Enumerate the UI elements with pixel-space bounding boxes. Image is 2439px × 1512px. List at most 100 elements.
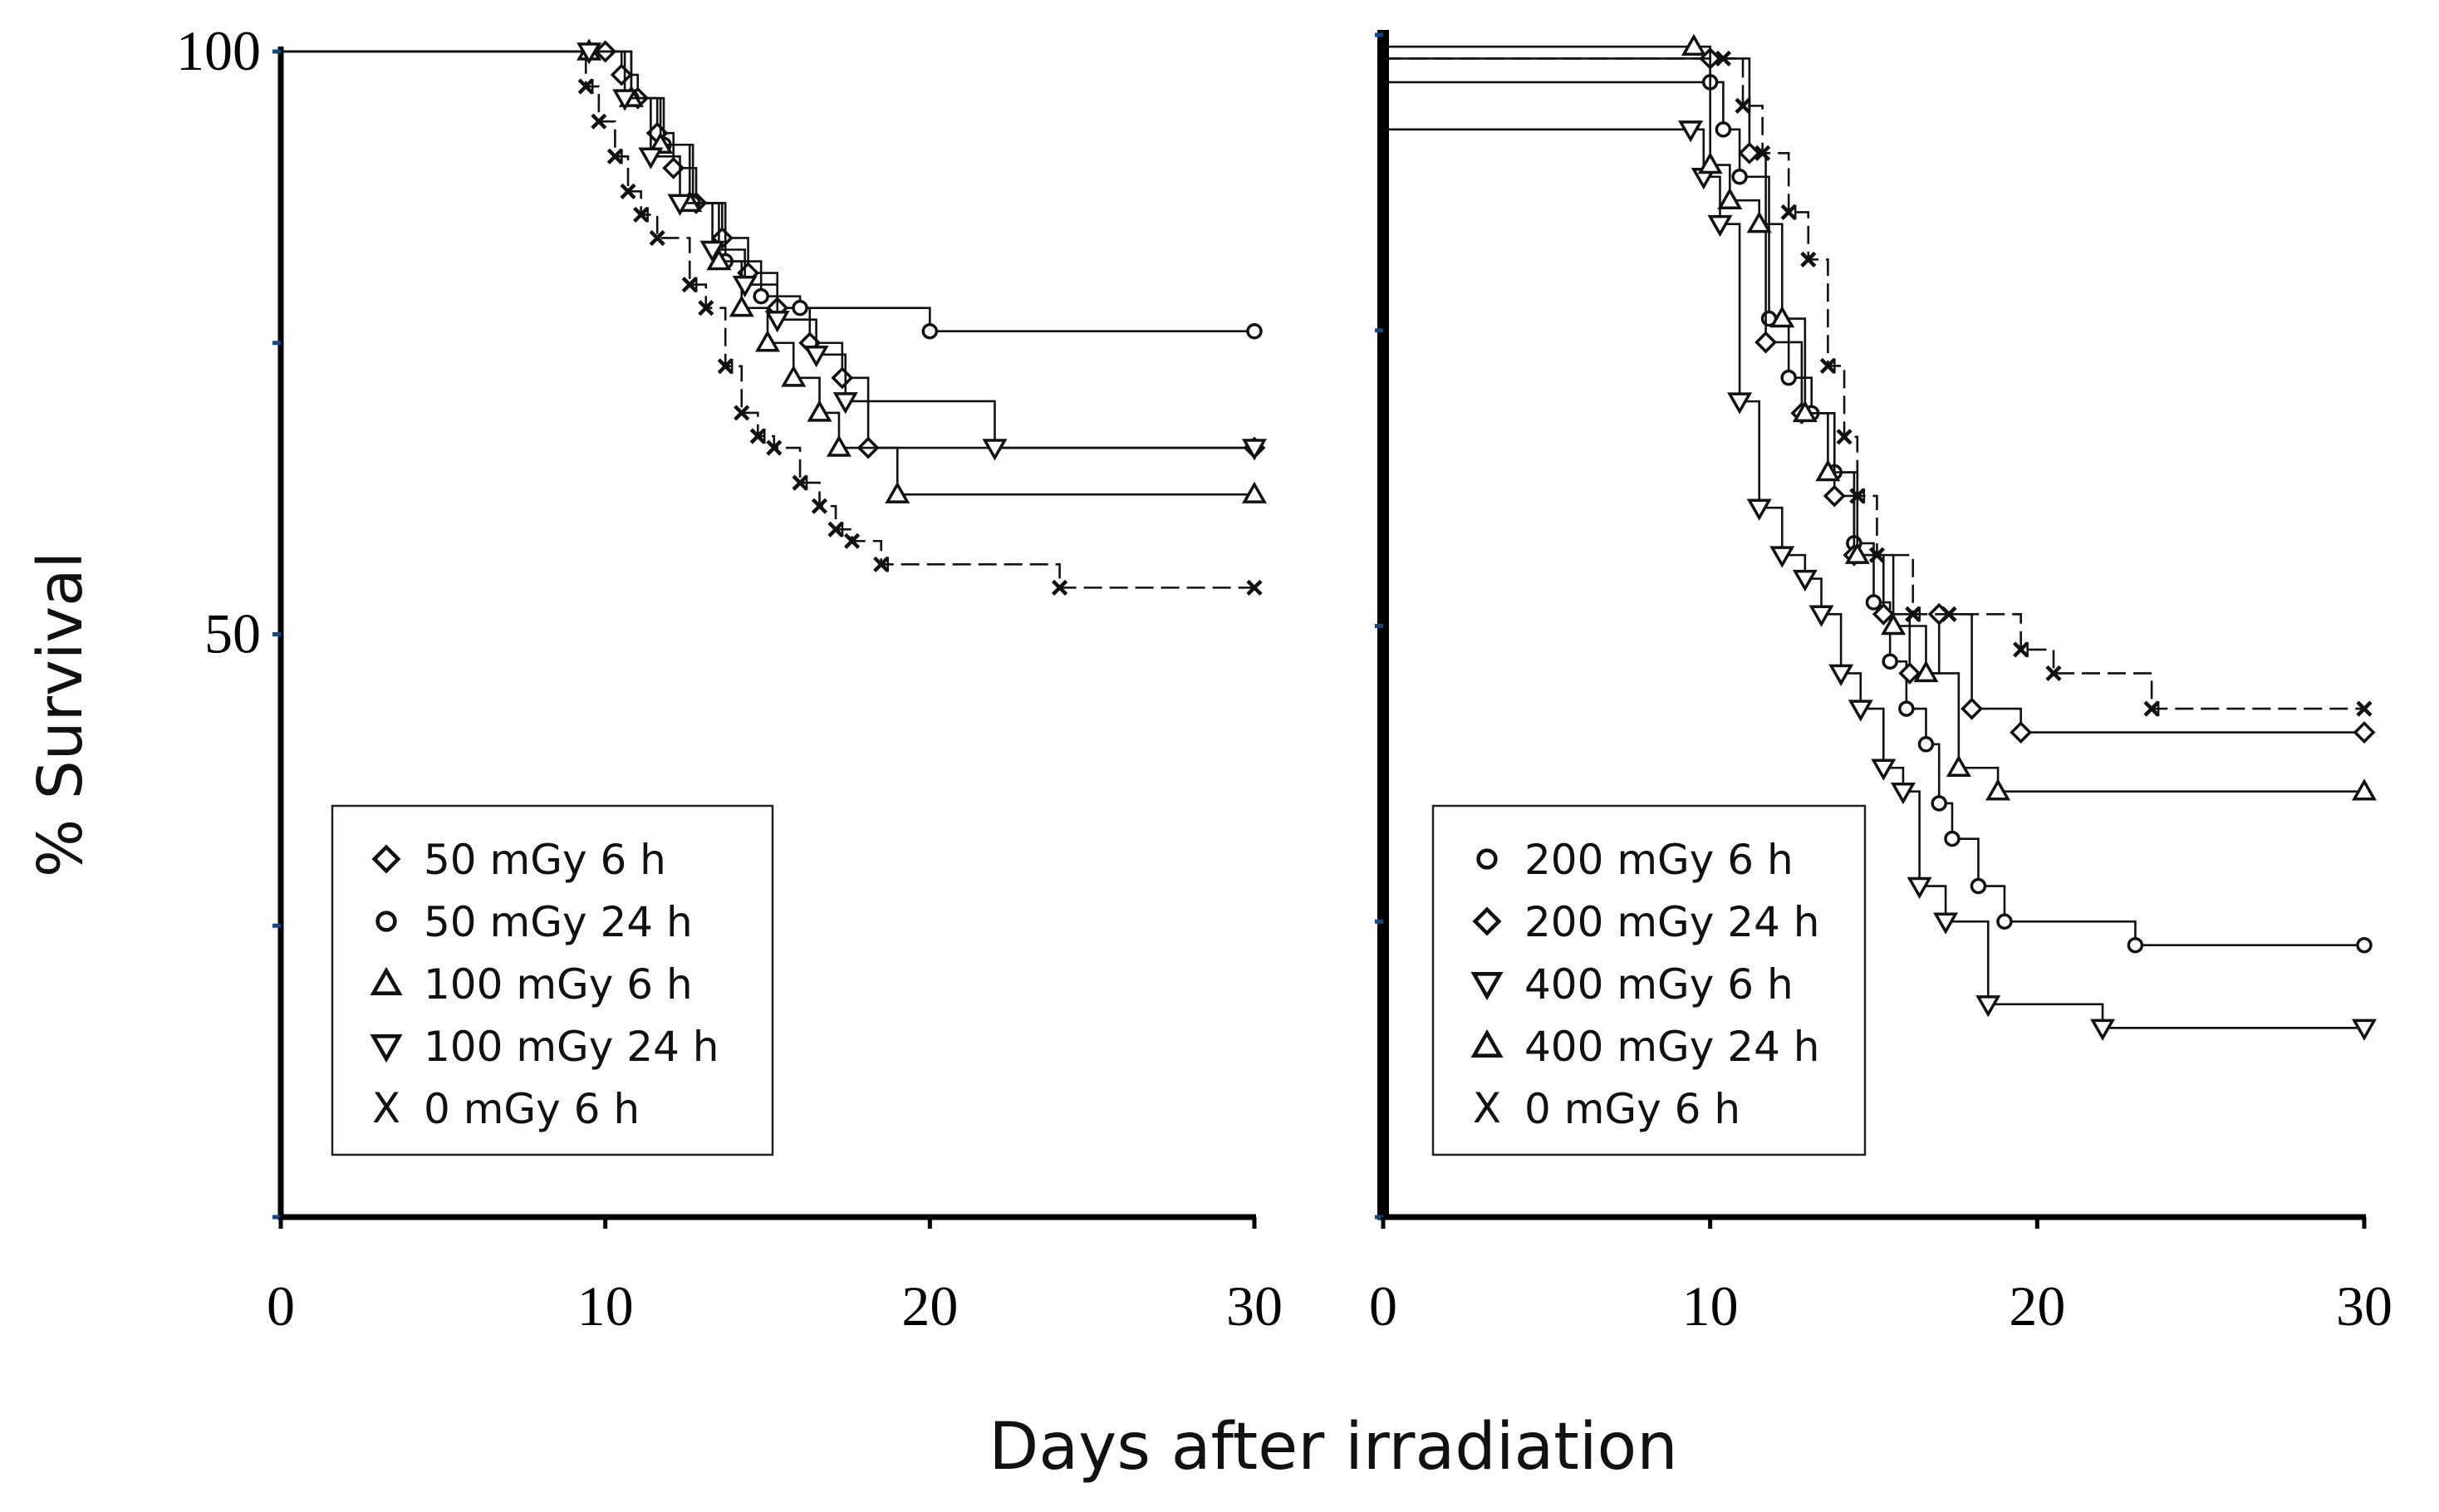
- point-0-mgy-6-h: [717, 358, 734, 375]
- legend-marker-diamond: [1472, 906, 1502, 936]
- point-400-mgy-6-h: [2090, 1019, 2116, 1041]
- point-200-mgy-6-h: [1731, 169, 1748, 185]
- legend-label-50-mgy-6-h: 50 mGy 6 h: [424, 836, 666, 884]
- point-50-mgy-24-h: [1246, 322, 1263, 340]
- point-400-mgy-24-h: [1946, 754, 1971, 778]
- point-400-mgy-6-h: [1769, 546, 1795, 568]
- legend-marker-triangle-up: [1470, 1028, 1504, 1058]
- point-0-mgy-6-h: [873, 556, 890, 572]
- point-50-mgy-6-h: [831, 366, 854, 390]
- point-200-mgy-6-h: [1917, 736, 1935, 753]
- point-0-mgy-6-h: [2143, 700, 2160, 717]
- series-400-mgy-24-h: [1383, 33, 2378, 801]
- point-200-mgy-6-h: [1996, 913, 2013, 930]
- point-200-mgy-24-h: [1754, 331, 1778, 354]
- x-tick-label: 20: [2009, 1274, 2065, 1338]
- point-200-mgy-24-h: [1961, 697, 1984, 720]
- survival-curve-400-mgy-24-h: [1383, 45, 2364, 793]
- y-tick-label: 100: [176, 19, 261, 82]
- series-0-mgy-6-h: [1383, 50, 2373, 717]
- point-100-mgy-24-h: [667, 194, 693, 216]
- point-0-mgy-6-h: [749, 428, 766, 444]
- point-400-mgy-6-h: [1933, 912, 1959, 935]
- point-100-mgy-24-h: [764, 310, 790, 333]
- point-0-mgy-6-h: [1868, 547, 1886, 563]
- point-200-mgy-24-h: [2010, 721, 2033, 744]
- point-0-mgy-6-h: [1836, 429, 1853, 445]
- point-0-mgy-6-h: [1735, 97, 1751, 114]
- series-100-mgy-24-h: [281, 42, 1268, 461]
- point-400-mgy-24-h: [1769, 305, 1795, 328]
- point-0-mgy-6-h: [1754, 145, 1771, 161]
- point-0-mgy-6-h: [1819, 357, 1836, 375]
- point-200-mgy-6-h: [1780, 369, 1797, 386]
- point-400-mgy-24-h: [1792, 400, 1818, 423]
- point-0-mgy-6-h: [681, 277, 698, 293]
- legend-marker-circle: [375, 911, 397, 932]
- point-200-mgy-6-h: [2356, 936, 2373, 954]
- legend-box: [331, 804, 774, 1156]
- point-50-mgy-24-h: [792, 299, 808, 317]
- point-100-mgy-6-h: [807, 400, 832, 422]
- point-400-mgy-24-h: [1985, 778, 2011, 801]
- x-tick-label: 10: [577, 1274, 634, 1338]
- series-0-mgy-6-h: [281, 50, 1263, 596]
- legend: 50 mGy 6 h 50 mGy 24 h 100 mGy 6 h 100 mGy …: [331, 804, 774, 1156]
- point-0-mgy-6-h: [2045, 665, 2062, 682]
- point-400-mgy-24-h: [1681, 33, 1706, 56]
- point-0-mgy-6-h: [620, 183, 636, 199]
- point-0-mgy-6-h: [1849, 488, 1866, 504]
- point-0-mgy-6-h: [577, 78, 594, 95]
- series-200-mgy-24-h: [1383, 47, 2376, 744]
- point-100-mgy-6-h: [826, 434, 851, 457]
- point-100-mgy-6-h: [729, 295, 754, 317]
- legend-marker-x: X: [1473, 1084, 1501, 1132]
- point-400-mgy-6-h: [1907, 876, 1932, 900]
- point-400-mgy-6-h: [2351, 1019, 2378, 1041]
- series-50-mgy-6-h: [281, 40, 1266, 459]
- x-tick-label: 10: [1682, 1274, 1739, 1338]
- legend-label-0-mgy-6-h: 0 mGy 6 h: [1524, 1085, 1740, 1133]
- point-200-mgy-6-h: [1882, 653, 1898, 670]
- point-100-mgy-24-h: [577, 42, 602, 65]
- point-0-mgy-6-h: [766, 439, 783, 456]
- point-200-mgy-24-h: [2353, 721, 2376, 744]
- legend-label-50-mgy-24-h: 50 mGy 24 h: [424, 898, 693, 946]
- legend-marker-circle: [1476, 848, 1498, 870]
- point-50-mgy-24-h: [921, 322, 939, 340]
- legend-label-400-mgy-24-h: 400 mGy 24 h: [1524, 1023, 1819, 1071]
- point-100-mgy-6-h: [706, 248, 732, 271]
- point-400-mgy-6-h: [1792, 569, 1818, 592]
- legend-marker-triangle-down: [1470, 972, 1504, 1001]
- point-400-mgy-24-h: [2351, 778, 2378, 801]
- point-50-mgy-6-h: [610, 63, 633, 86]
- point-0-mgy-6-h: [2356, 700, 2373, 717]
- point-100-mgy-24-h: [638, 147, 664, 169]
- point-400-mgy-24-h: [1815, 459, 1841, 482]
- x-tick-label: 0: [267, 1274, 295, 1338]
- x-tick-label: 30: [2336, 1274, 2392, 1338]
- point-400-mgy-6-h: [1746, 498, 1772, 521]
- point-200-mgy-6-h: [1898, 700, 1915, 717]
- point-100-mgy-6-h: [754, 330, 781, 352]
- point-200-mgy-6-h: [1931, 795, 1947, 812]
- x-tick-label: 20: [901, 1274, 958, 1338]
- x-tick-label: 30: [1226, 1274, 1283, 1338]
- point-0-mgy-6-h: [1800, 251, 1817, 268]
- point-0-mgy-6-h: [843, 533, 861, 549]
- point-200-mgy-24-h: [1738, 141, 1761, 164]
- point-400-mgy-24-h: [1717, 187, 1743, 209]
- point-400-mgy-24-h: [1881, 612, 1907, 636]
- survival-curve-50-mgy-24-h: [281, 50, 1254, 333]
- point-200-mgy-24-h: [1898, 661, 1921, 685]
- point-400-mgy-24-h: [1746, 211, 1772, 233]
- legend-label-100-mgy-24-h: 100 mGy 24 h: [424, 1023, 719, 1071]
- legend-label-200-mgy-24-h: 200 mGy 24 h: [1524, 898, 1819, 946]
- point-200-mgy-6-h: [1970, 877, 1987, 895]
- point-100-mgy-24-h: [1241, 439, 1268, 461]
- point-100-mgy-24-h: [612, 89, 638, 111]
- point-200-mgy-24-h: [1872, 602, 1895, 626]
- point-0-mgy-6-h: [591, 113, 607, 130]
- point-0-mgy-6-h: [633, 206, 650, 223]
- point-0-mgy-6-h: [2013, 641, 2029, 658]
